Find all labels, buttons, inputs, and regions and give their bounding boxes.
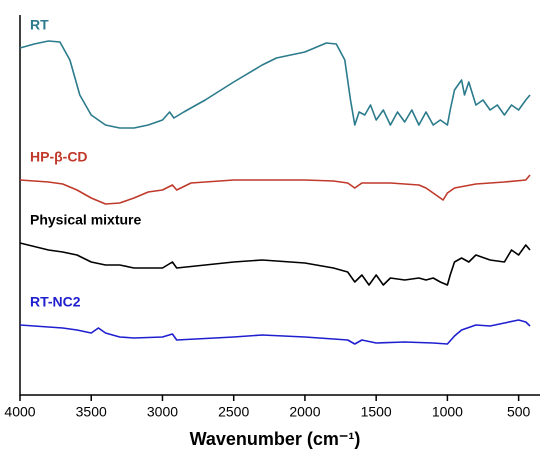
series-label: RT-NC2 bbox=[30, 294, 81, 310]
spectrum-line bbox=[19, 242, 531, 286]
x-tick-label: 3000 bbox=[147, 404, 178, 420]
axis-frame bbox=[19, 15, 540, 396]
spectrum-line bbox=[19, 174, 531, 205]
x-tick-label: 1000 bbox=[432, 404, 463, 420]
x-tick-label: 2500 bbox=[218, 404, 249, 420]
spectrum-line bbox=[19, 319, 531, 345]
x-tick-label: 2000 bbox=[289, 404, 320, 420]
x-tick-label: 500 bbox=[507, 404, 531, 420]
x-tick-label: 3500 bbox=[76, 404, 107, 420]
spectrum-line bbox=[19, 40, 531, 129]
x-axis-label: Wavenumber (cm⁻¹) bbox=[190, 429, 361, 449]
x-tick-label: 1500 bbox=[361, 404, 392, 420]
series-label: RT bbox=[30, 17, 49, 33]
series-label: Physical mixture bbox=[30, 212, 141, 228]
x-tick-label: 4000 bbox=[4, 404, 35, 420]
series-label: HP-β-CD bbox=[30, 149, 88, 165]
